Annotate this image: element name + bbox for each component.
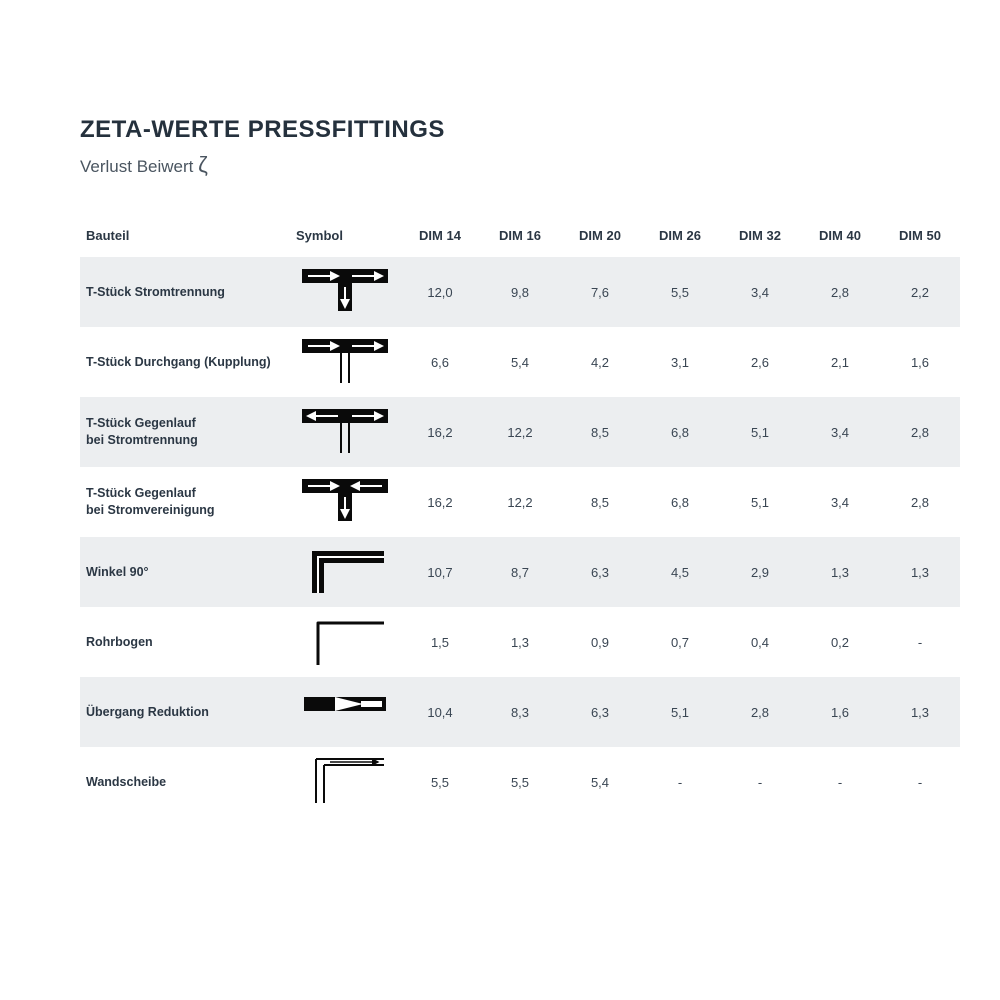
row-value: 8,5 xyxy=(560,397,640,467)
table-row: T-Stück Durchgang (Kupplung) 6,65,44,23,1… xyxy=(80,327,960,397)
row-value: 0,2 xyxy=(800,607,880,677)
table-row: Übergang Reduktion 10,48,36,35,12,81,61,3 xyxy=(80,677,960,747)
table-row: T-Stück Stromtrennung 12,09,87,65,53,42,8… xyxy=(80,257,960,327)
row-value: 6,8 xyxy=(640,397,720,467)
row-symbol xyxy=(290,327,400,397)
row-value: 3,4 xyxy=(800,467,880,537)
header-row: Bauteil Symbol DIM 14 DIM 16 DIM 20 DIM … xyxy=(80,218,960,257)
row-value: 0,7 xyxy=(640,607,720,677)
row-value: 8,5 xyxy=(560,467,640,537)
row-value: 1,3 xyxy=(880,677,960,747)
row-value: - xyxy=(720,747,800,817)
row-value: 0,9 xyxy=(560,607,640,677)
row-symbol xyxy=(290,607,400,677)
table-row: T-Stück Gegenlaufbei Stromvereinigung 16,… xyxy=(80,467,960,537)
row-value: 2,8 xyxy=(800,257,880,327)
row-value: 16,2 xyxy=(400,397,480,467)
row-value: 5,4 xyxy=(560,747,640,817)
row-value: 5,5 xyxy=(400,747,480,817)
row-value: 2,8 xyxy=(880,397,960,467)
row-symbol xyxy=(290,537,400,607)
row-label: Übergang Reduktion xyxy=(80,677,290,747)
row-value: 4,5 xyxy=(640,537,720,607)
col-dim-50: DIM 50 xyxy=(880,218,960,257)
row-label: T-Stück Durchgang (Kupplung) xyxy=(80,327,290,397)
col-dim-16: DIM 16 xyxy=(480,218,560,257)
row-value: 5,4 xyxy=(480,327,560,397)
row-value: - xyxy=(880,747,960,817)
row-value: 5,5 xyxy=(480,747,560,817)
row-value: 3,4 xyxy=(720,257,800,327)
row-value: 2,8 xyxy=(880,467,960,537)
col-dim-20: DIM 20 xyxy=(560,218,640,257)
row-value: - xyxy=(800,747,880,817)
row-value: 0,4 xyxy=(720,607,800,677)
row-value: 5,1 xyxy=(720,467,800,537)
row-symbol xyxy=(290,677,400,747)
table-row: Wandscheibe5,55,55,4---- xyxy=(80,747,960,817)
zeta-table: Bauteil Symbol DIM 14 DIM 16 DIM 20 DIM … xyxy=(80,218,960,817)
row-value: 1,6 xyxy=(800,677,880,747)
row-value: 12,0 xyxy=(400,257,480,327)
row-value: 10,7 xyxy=(400,537,480,607)
row-value: 8,3 xyxy=(480,677,560,747)
col-dim-32: DIM 32 xyxy=(720,218,800,257)
row-value: 5,1 xyxy=(640,677,720,747)
row-value: 12,2 xyxy=(480,467,560,537)
row-symbol xyxy=(290,747,400,817)
row-value: 2,2 xyxy=(880,257,960,327)
row-value: 12,2 xyxy=(480,397,560,467)
table-row: Winkel 90°10,78,76,34,52,91,31,3 xyxy=(80,537,960,607)
row-value: 1,5 xyxy=(400,607,480,677)
col-dim-14: DIM 14 xyxy=(400,218,480,257)
zeta-symbol: ζ xyxy=(198,152,208,177)
row-value: 1,3 xyxy=(480,607,560,677)
col-bauteil: Bauteil xyxy=(80,218,290,257)
row-symbol xyxy=(290,257,400,327)
row-symbol xyxy=(290,467,400,537)
row-value: 5,5 xyxy=(640,257,720,327)
row-value: 3,1 xyxy=(640,327,720,397)
row-value: 5,1 xyxy=(720,397,800,467)
table-row: Rohrbogen 1,51,30,90,70,40,2- xyxy=(80,607,960,677)
row-value: - xyxy=(880,607,960,677)
row-label: T-Stück Gegenlaufbei Stromvereinigung xyxy=(80,467,290,537)
page-title: ZETA-WERTE PRESSFITTINGS xyxy=(80,116,940,144)
row-value: 2,1 xyxy=(800,327,880,397)
row-label: T-Stück Gegenlaufbei Stromtrennung xyxy=(80,397,290,467)
row-value: 3,4 xyxy=(800,397,880,467)
row-value: 10,4 xyxy=(400,677,480,747)
col-dim-26: DIM 26 xyxy=(640,218,720,257)
row-value: 4,2 xyxy=(560,327,640,397)
row-value: 7,6 xyxy=(560,257,640,327)
row-value: 1,3 xyxy=(800,537,880,607)
row-value: 6,6 xyxy=(400,327,480,397)
subtitle-text: Verlust Beiwert xyxy=(80,157,198,176)
row-value: 1,6 xyxy=(880,327,960,397)
table-row: T-Stück Gegenlaufbei Stromtrennung 16,212… xyxy=(80,397,960,467)
col-dim-40: DIM 40 xyxy=(800,218,880,257)
row-value: 2,8 xyxy=(720,677,800,747)
row-value: 2,9 xyxy=(720,537,800,607)
row-value: 1,3 xyxy=(880,537,960,607)
row-value: 2,6 xyxy=(720,327,800,397)
row-value: - xyxy=(640,747,720,817)
row-value: 6,3 xyxy=(560,677,640,747)
row-symbol xyxy=(290,397,400,467)
row-label: Rohrbogen xyxy=(80,607,290,677)
row-value: 6,8 xyxy=(640,467,720,537)
row-value: 8,7 xyxy=(480,537,560,607)
row-value: 16,2 xyxy=(400,467,480,537)
row-label: Wandscheibe xyxy=(80,747,290,817)
subtitle: Verlust Beiwert ζ xyxy=(80,152,940,178)
row-label: Winkel 90° xyxy=(80,537,290,607)
row-value: 9,8 xyxy=(480,257,560,327)
row-label: T-Stück Stromtrennung xyxy=(80,257,290,327)
row-value: 6,3 xyxy=(560,537,640,607)
col-symbol: Symbol xyxy=(290,218,400,257)
